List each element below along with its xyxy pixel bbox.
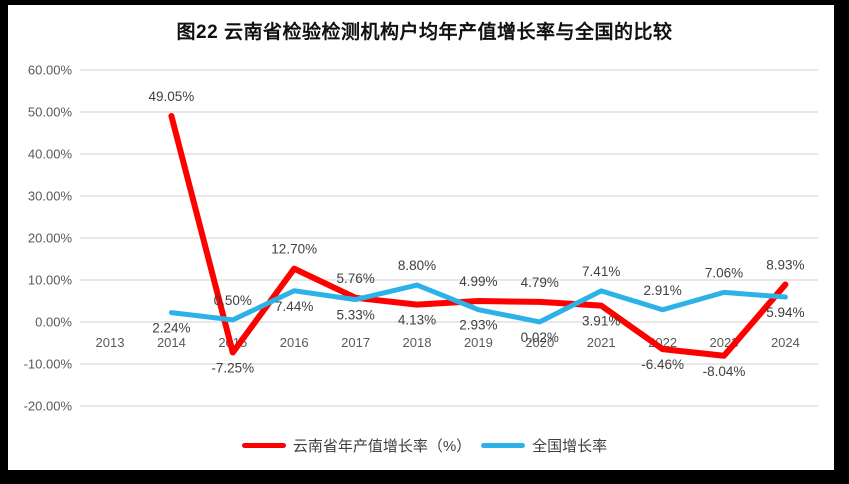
x-tick-label: 2020 (525, 335, 554, 350)
data-label: 5.33% (336, 308, 374, 323)
x-tick-label: 2019 (464, 335, 493, 350)
chart-title: 图22 云南省检验检测机构户均年产值增长率与全国的比较 (176, 22, 673, 43)
legend-item-national: 全国增长率 (481, 435, 607, 456)
y-tick-label: -10.00% (24, 357, 73, 372)
data-label: 7.44% (275, 299, 313, 314)
data-label: -6.46% (641, 357, 684, 372)
data-label: 7.41% (582, 264, 620, 279)
legend-item-yunnan: 云南省年产值增长率（%） (241, 435, 472, 456)
x-tick-label: 2016 (280, 335, 309, 350)
y-tick-label: -20.00% (24, 399, 73, 414)
data-label: 7.06% (705, 265, 743, 280)
data-label: 12.70% (271, 242, 317, 257)
x-tick-label: 2018 (403, 335, 432, 350)
y-tick-label: 30.00% (28, 189, 73, 204)
x-tick-label: 2021 (587, 335, 616, 350)
data-label: 8.93% (766, 257, 804, 272)
data-label: 5.94% (766, 305, 804, 320)
legend-label-yunnan: 云南省年产值增长率（%） (292, 437, 472, 455)
data-label: 4.79% (521, 275, 559, 290)
data-label: 3.91% (582, 314, 620, 329)
x-tick-label: 2017 (341, 335, 370, 350)
data-label: -7.25% (211, 360, 254, 375)
data-label: 4.13% (398, 313, 436, 328)
y-tick-label: 40.00% (28, 147, 73, 162)
series-line-1 (168, 282, 788, 325)
legend-label-national: 全国增长率 (532, 437, 608, 455)
legend-line-swatch-blue (481, 442, 526, 448)
data-label: 49.05% (149, 89, 195, 104)
data-label: 2.24% (152, 321, 190, 336)
data-label: 0.02% (521, 330, 559, 345)
x-tick-label: 2014 (157, 335, 186, 350)
y-tick-label: 10.00% (28, 273, 73, 288)
data-label: 4.99% (459, 274, 497, 289)
data-label: 2.93% (459, 318, 497, 333)
data-label: 5.76% (336, 271, 374, 286)
data-label: 8.80% (398, 258, 436, 273)
chart-legend: 云南省年产值增长率（%） 全国增长率 (0, 433, 849, 457)
x-tick-label: 2024 (771, 335, 800, 350)
y-tick-label: 0.00% (35, 315, 72, 330)
y-tick-label: 50.00% (28, 105, 73, 120)
legend-line-swatch-red (241, 442, 286, 448)
data-label: 0.50% (214, 293, 252, 308)
data-label: -8.04% (703, 364, 746, 379)
series-line-0 (168, 112, 789, 359)
data-label: 2.91% (643, 283, 681, 298)
y-tick-label: 20.00% (28, 231, 73, 246)
x-tick-label: 2013 (96, 335, 125, 350)
y-tick-label: 60.00% (28, 63, 73, 78)
